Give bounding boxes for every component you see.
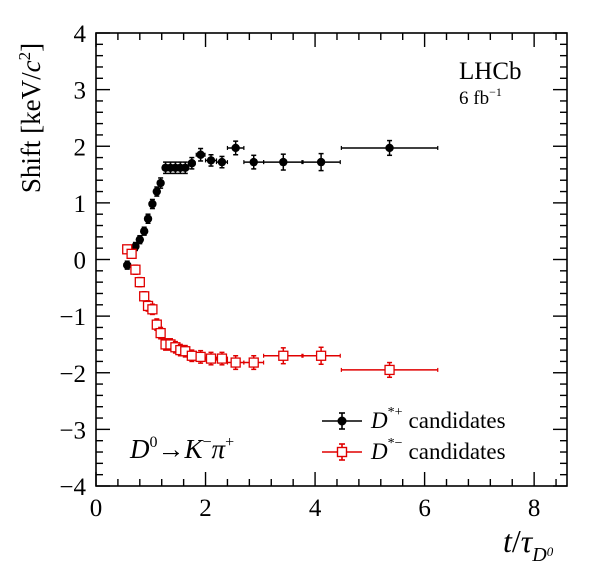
x-tick-label: 8: [528, 495, 541, 522]
marker-filled-circle: [152, 187, 161, 196]
data-point: [155, 326, 166, 340]
data-point: [215, 351, 229, 366]
experiment-label: LHCb: [459, 58, 522, 85]
marker-filled-circle: [187, 159, 197, 168]
data-point: [147, 303, 158, 316]
data-point: [186, 349, 197, 363]
marker-open-square: [126, 248, 137, 259]
y-tick-label: 1: [74, 191, 87, 218]
marker-filled-circle: [385, 143, 394, 153]
data-point: [181, 161, 190, 175]
axis-ticks: [95, 32, 567, 487]
data-point: [148, 198, 157, 210]
data-point: [152, 186, 161, 197]
data-point: [215, 155, 229, 169]
data-point: [134, 276, 145, 288]
data-point: [262, 153, 304, 171]
data-point: [204, 153, 218, 167]
marker-filled-circle: [156, 178, 165, 188]
data-point: [204, 351, 218, 366]
marker-open-square: [315, 350, 327, 361]
y-tick-label: −1: [59, 304, 86, 331]
marker-open-square: [384, 364, 395, 376]
marker-open-square: [139, 291, 150, 302]
marker-filled-circle: [123, 260, 132, 270]
data-point: [143, 213, 153, 225]
data-point: [340, 361, 439, 379]
data-point: [139, 226, 149, 236]
data-point: [301, 152, 341, 172]
marker-open-square: [195, 351, 206, 363]
data-point: [139, 291, 150, 302]
legend-label-dstar-plus: D*+ candidates: [370, 405, 506, 433]
data-point: [262, 347, 304, 365]
legend-marker-filled-circle: [337, 416, 347, 426]
data-point: [340, 139, 439, 157]
marker-filled-circle: [217, 157, 227, 167]
legend-marker-open-square: [336, 446, 348, 458]
marker-filled-circle: [139, 226, 149, 236]
data-point: [195, 349, 206, 364]
marker-open-square: [278, 350, 289, 361]
marker-filled-circle: [148, 199, 157, 209]
series-dstar-plus: [123, 139, 439, 270]
marker-open-square: [248, 357, 259, 368]
data-point: [123, 260, 132, 270]
marker-filled-circle: [316, 157, 326, 167]
marker-open-square: [216, 353, 228, 364]
marker-filled-circle: [249, 157, 258, 167]
data-point: [126, 248, 137, 259]
data-point: [156, 177, 165, 189]
marker-open-square: [147, 304, 158, 315]
luminosity-label: 6 fb−1: [459, 85, 502, 109]
marker-open-square: [205, 353, 217, 364]
marker-filled-circle: [231, 143, 240, 153]
data-point: [130, 264, 141, 275]
axis-tick-labels: 0 2 4 6 8 −4 −3 −2 −1 0 1 2 3 4: [59, 21, 540, 522]
legend-label-dstar-minus: D*− candidates: [370, 436, 506, 464]
marker-filled-circle: [206, 156, 216, 165]
marker-filled-circle: [279, 157, 288, 167]
x-tick-label: 0: [90, 495, 103, 522]
legend: D*+ candidates D*− candidates: [322, 405, 506, 464]
y-tick-label: −3: [59, 417, 86, 444]
y-tick-label: −4: [59, 474, 86, 501]
y-axis-label: Shift [keV/c2]: [15, 43, 46, 193]
x-axis-label: t/τD0: [503, 523, 554, 566]
y-tick-label: 2: [74, 134, 87, 161]
legend-entry-dstar-plus: D*+ candidates: [322, 405, 506, 433]
marker-open-square: [130, 264, 141, 275]
marker-open-square: [134, 276, 145, 288]
data-point: [195, 147, 206, 162]
data-point: [243, 355, 265, 371]
y-tick-label: 0: [74, 248, 87, 275]
y-tick-label: −2: [59, 361, 86, 388]
y-tick-label: 4: [74, 21, 87, 48]
x-tick-label: 6: [418, 495, 431, 522]
marker-open-square: [230, 357, 241, 368]
data-series: [122, 139, 439, 379]
series-dstar-minus: [122, 244, 439, 379]
data-point: [243, 154, 265, 170]
marker-filled-circle: [143, 214, 153, 223]
data-point: [226, 355, 245, 371]
marker-filled-circle: [196, 150, 205, 159]
marker-filled-circle: [135, 235, 145, 244]
marker-open-square: [155, 327, 166, 339]
marker-filled-circle: [181, 163, 190, 172]
y-tick-label: 3: [74, 78, 87, 105]
x-tick-label: 4: [309, 495, 322, 522]
x-tick-label: 2: [199, 495, 212, 522]
data-point: [226, 140, 245, 156]
data-point: [301, 346, 341, 366]
data-point: [187, 156, 197, 170]
data-point: [135, 234, 145, 245]
decay-channel-label: D0→K−π+: [129, 434, 234, 464]
legend-entry-dstar-minus: D*− candidates: [322, 436, 506, 464]
marker-open-square: [186, 350, 197, 361]
